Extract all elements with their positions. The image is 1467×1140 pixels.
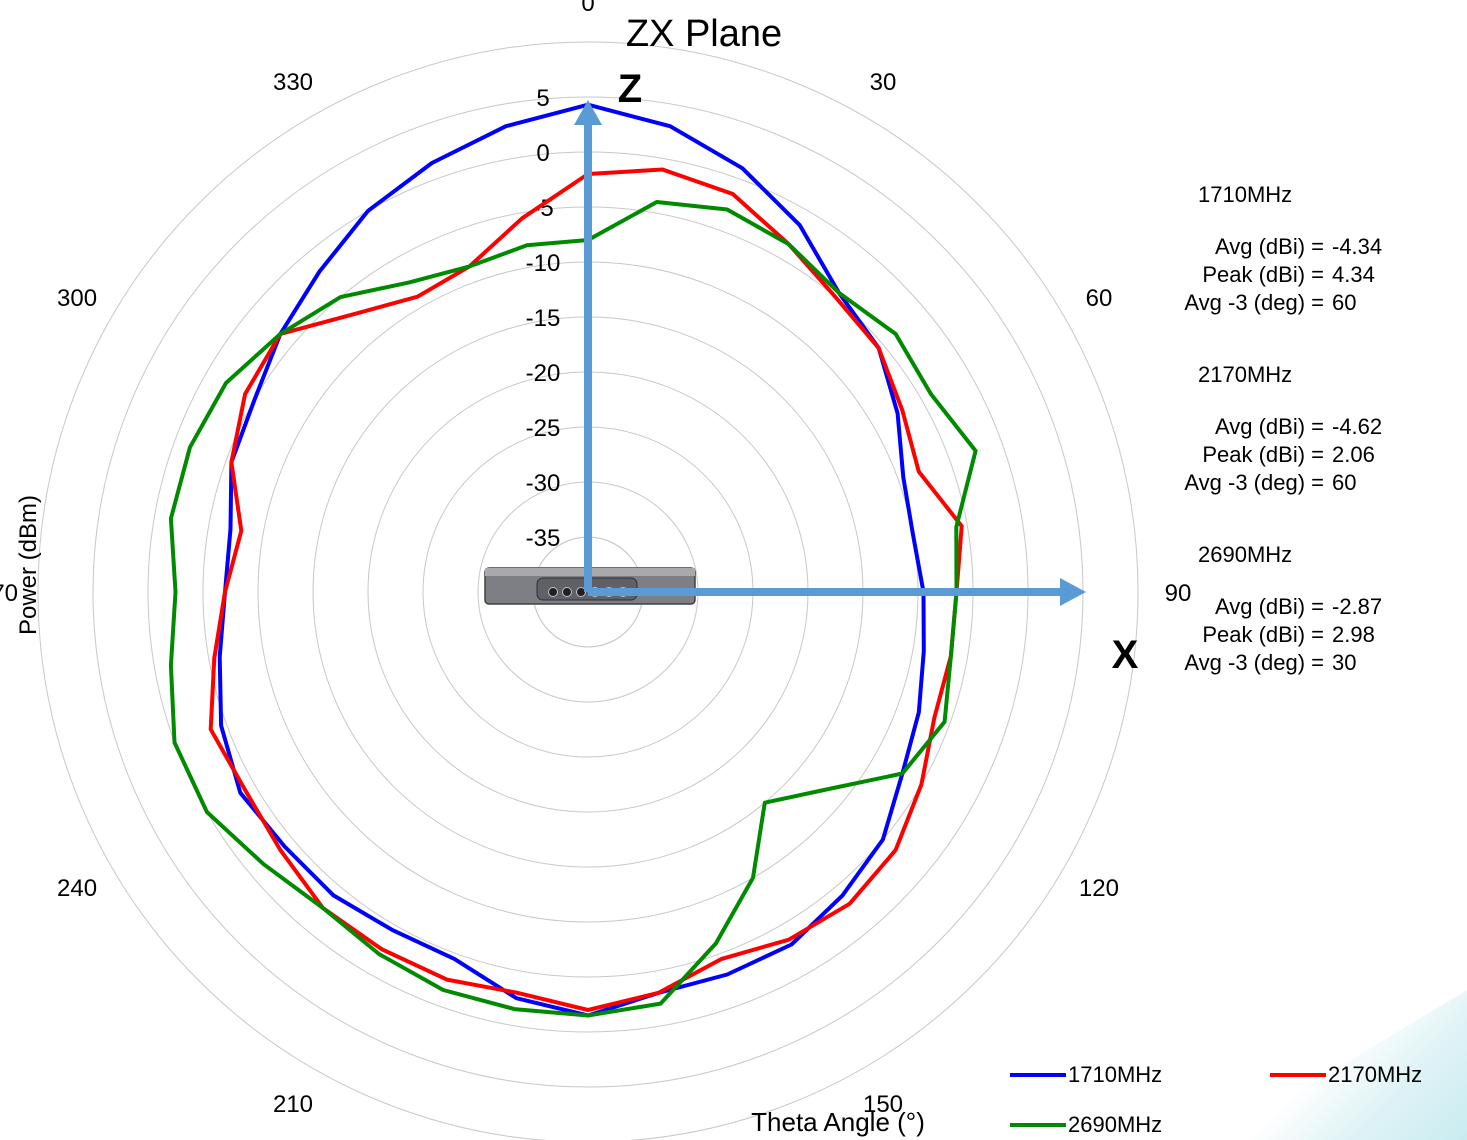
radial-tick-label: -25 bbox=[526, 415, 561, 442]
radial-tick-labels: 50-5-10-15-20-25-30-35-40 bbox=[526, 85, 561, 607]
z-axis-arrow-head bbox=[574, 100, 602, 125]
series-lines bbox=[168, 102, 978, 1018]
angle-tick-label: 300 bbox=[57, 285, 97, 312]
stats-value: -4.62 bbox=[1332, 414, 1383, 439]
legend-item: 2170MHz bbox=[1270, 1060, 1422, 1090]
angle-tick-label: 90 bbox=[1165, 580, 1192, 607]
device-port bbox=[562, 587, 572, 597]
stats-label: Avg (dBi) = bbox=[1214, 414, 1324, 439]
angle-tick-label: 210 bbox=[273, 1091, 313, 1118]
angle-tick-label: 150 bbox=[863, 1091, 903, 1118]
radial-tick-label: 5 bbox=[536, 85, 549, 112]
device-port bbox=[548, 587, 558, 597]
angle-tick-label: 120 bbox=[1079, 875, 1119, 902]
stats-label: Avg -3 (deg) = bbox=[1184, 470, 1324, 495]
angle-tick-label: 60 bbox=[1086, 285, 1113, 312]
stats-value: 60 bbox=[1332, 470, 1357, 495]
angle-tick-label: 0 bbox=[581, 0, 594, 17]
legend-label: 1710MHz bbox=[1068, 1062, 1163, 1087]
x-axis-arrow-head bbox=[1060, 578, 1086, 606]
stats-label: Peak (dBi) = bbox=[1202, 622, 1324, 647]
radial-tick-label: 0 bbox=[536, 140, 549, 167]
radial-tick-label: -15 bbox=[526, 305, 561, 332]
legend-item: 2690MHz bbox=[1010, 1110, 1162, 1140]
angle-tick-labels: 0306090120150180210240270300330 bbox=[0, 0, 1192, 1118]
legend-swatch bbox=[1270, 1073, 1326, 1077]
stats-value: 4.34 bbox=[1332, 262, 1375, 287]
radial-tick-label: -30 bbox=[526, 470, 561, 497]
stats-freq-heading: 2170MHz bbox=[1198, 362, 1293, 387]
z-axis-label: Z bbox=[618, 67, 642, 111]
stats-label: Peak (dBi) = bbox=[1202, 442, 1324, 467]
stats-label: Peak (dBi) = bbox=[1202, 262, 1324, 287]
stats-freq-heading: 1710MHz bbox=[1198, 182, 1293, 207]
stats-freq-heading: 2690MHz bbox=[1198, 542, 1293, 567]
stats-label: Avg (dBi) = bbox=[1214, 594, 1324, 619]
legend-item: 1710MHz bbox=[1010, 1060, 1162, 1090]
series-line-1 bbox=[208, 167, 964, 1012]
radial-axis-title: Power (dBm) bbox=[15, 495, 42, 635]
stats-value: 2.98 bbox=[1332, 622, 1375, 647]
legend-swatch bbox=[1010, 1123, 1066, 1127]
x-axis-label: X bbox=[1112, 633, 1139, 677]
angle-tick-label: 240 bbox=[57, 875, 97, 902]
stats-value: -2.87 bbox=[1332, 594, 1383, 619]
stats-label: Avg (dBi) = bbox=[1214, 234, 1324, 259]
chart-title: ZX Plane bbox=[626, 13, 782, 55]
legend-label: 2170MHz bbox=[1328, 1062, 1423, 1087]
radial-tick-label: -35 bbox=[526, 525, 561, 552]
radial-tick-label: -20 bbox=[526, 360, 561, 387]
stats-panel: 1710MHz Avg (dBi) = -4.34 Peak (dBi) = 4.34 A… bbox=[1160, 180, 1460, 700]
grid-ring bbox=[37, 41, 1139, 1140]
stats-value: -4.34 bbox=[1332, 234, 1383, 259]
angle-tick-label: 330 bbox=[273, 69, 313, 96]
series-line-2 bbox=[168, 200, 978, 1018]
angle-tick-label: 270 bbox=[0, 580, 18, 607]
legend-label: 2690MHz bbox=[1068, 1112, 1163, 1137]
axis-arrows bbox=[574, 100, 1086, 606]
stats-value: 60 bbox=[1332, 290, 1357, 315]
legend: 1710MHz 2170MHz 2690MHz bbox=[1010, 1060, 1460, 1140]
radial-tick-label: -10 bbox=[526, 250, 561, 277]
legend-swatch bbox=[1010, 1073, 1066, 1077]
stats-label: Avg -3 (deg) = bbox=[1184, 290, 1324, 315]
stats-value: 2.06 bbox=[1332, 442, 1375, 467]
stats-label: Avg -3 (deg) = bbox=[1184, 650, 1324, 675]
angle-tick-label: 30 bbox=[870, 69, 897, 96]
stats-value: 30 bbox=[1332, 650, 1357, 675]
angular-axis-title: Theta Angle (°) bbox=[751, 1107, 925, 1137]
